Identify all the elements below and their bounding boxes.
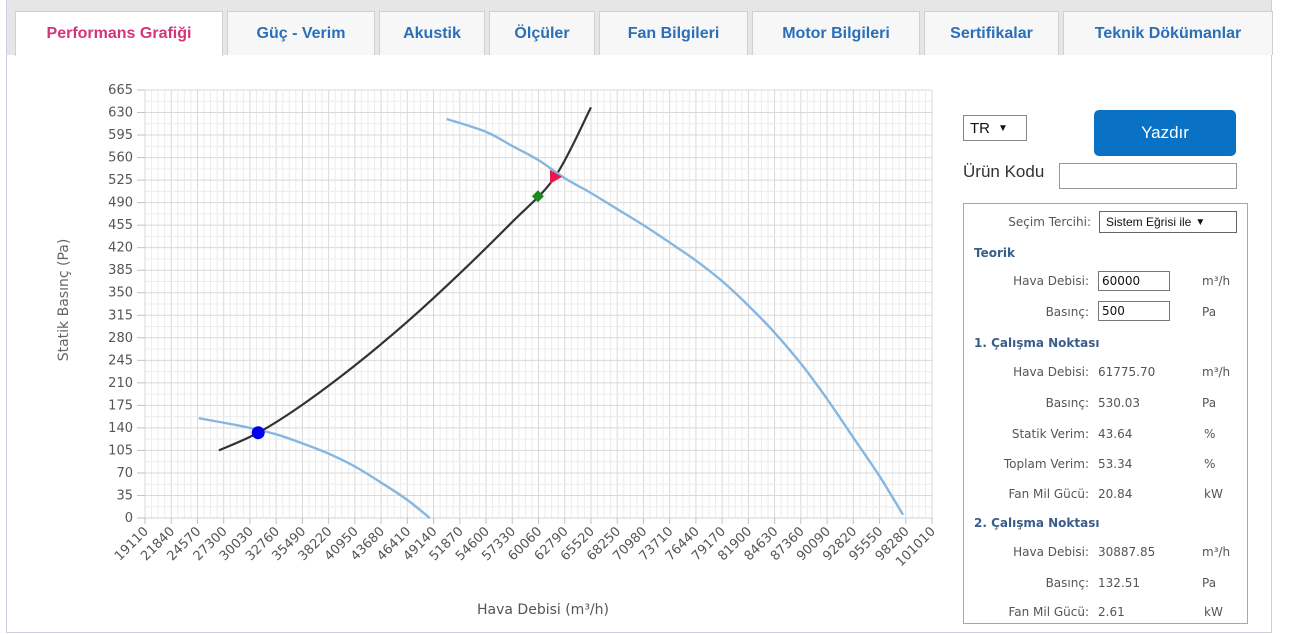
chart-grid <box>144 89 933 519</box>
selection-panel: Seçim Tercihi: Sistem Eğrisi ile ▼ Teorik… <box>963 203 1248 624</box>
pressure-label: Basınç: <box>1045 305 1089 319</box>
tab-certificates[interactable]: Sertifikalar <box>924 11 1059 55</box>
y-tick-label: 560 <box>108 151 133 166</box>
product-code-label: Ürün Kodu <box>963 162 1045 181</box>
chevron-down-icon: ▼ <box>1195 216 1206 228</box>
tab-technical-documents[interactable]: Teknik Dökümanlar <box>1063 11 1273 55</box>
tab-label: Akustik <box>403 24 461 42</box>
fan-curve-1 <box>198 417 431 519</box>
y-tick-label: 420 <box>108 241 133 256</box>
theoretical-pressure-input[interactable]: 500 <box>1098 301 1170 321</box>
total-eff-label: Toplam Verim: <box>1003 457 1089 471</box>
y-tick-label: 105 <box>108 443 133 458</box>
y-tick-label: 525 <box>108 173 133 188</box>
static-eff-unit: % <box>1204 427 1216 441</box>
tab-dimensions[interactable]: Ölçüler <box>489 11 595 55</box>
shaft-value: 2.61 <box>1098 605 1125 619</box>
tab-label: Motor Bilgileri <box>782 24 890 42</box>
total-eff-unit: % <box>1204 457 1216 471</box>
y-tick-label: 210 <box>108 376 133 391</box>
y-tick-label: 315 <box>108 308 133 323</box>
pressure-value: 132.51 <box>1098 576 1140 590</box>
language-select[interactable]: TR ▼ <box>963 115 1027 141</box>
tab-power-efficiency[interactable]: Güç - Verim <box>227 11 375 55</box>
performance-chart: 0 35 70 105 140 175 210 245 280 315 350 385 420 455 49… <box>56 83 939 618</box>
fan-curve-2 <box>446 117 905 516</box>
shaft-unit: kW <box>1204 605 1223 619</box>
shaft-value: 20.84 <box>1098 487 1133 501</box>
flow-label: Hava Debisi: <box>1013 274 1089 288</box>
theoretical-title: Teorik <box>974 246 1015 260</box>
tab-label: Sertifikalar <box>950 24 1033 42</box>
tab-label: Fan Bilgileri <box>627 24 720 42</box>
flow-unit: m³/h <box>1202 365 1231 379</box>
print-button[interactable]: Yazdır <box>1094 110 1236 156</box>
tab-label: Performans Grafiği <box>46 25 192 42</box>
y-tick-label: 175 <box>108 398 133 413</box>
theoretical-flow-input[interactable]: 60000 <box>1098 271 1170 291</box>
static-eff-label: Statik Verim: <box>1011 427 1089 441</box>
y-tick-label: 665 <box>108 83 133 98</box>
y-tick-label: 70 <box>116 466 133 481</box>
y-tick-label: 350 <box>108 286 133 301</box>
preference-select[interactable]: Sistem Eğrisi ile ▼ <box>1099 211 1237 233</box>
preference-label: Seçim Tercihi: <box>1008 215 1091 229</box>
pressure-unit: Pa <box>1202 305 1217 319</box>
operating-point-1-marker <box>549 169 562 184</box>
pressure-unit: Pa <box>1202 576 1217 590</box>
preference-row: Seçim Tercihi: <box>964 215 1249 235</box>
y-tick-label: 595 <box>108 128 133 143</box>
tab-performance-chart[interactable]: Performans Grafiği <box>15 11 223 56</box>
tab-label: Ölçüler <box>514 24 570 42</box>
theoretical-point-marker <box>531 190 544 203</box>
tab-label: Güç - Verim <box>256 24 346 42</box>
operating-point-1-title: 1. Çalışma Noktası <box>974 336 1100 350</box>
system-curve <box>218 106 592 452</box>
shaft-label: Fan Mil Gücü: <box>1008 487 1089 501</box>
pressure-value: 530.03 <box>1098 396 1140 410</box>
chevron-down-icon: ▼ <box>998 122 1008 134</box>
language-value: TR <box>970 119 990 137</box>
tab-motor-info[interactable]: Motor Bilgileri <box>752 11 920 55</box>
y-tick-label: 490 <box>108 196 133 211</box>
product-code-input[interactable] <box>1059 163 1237 189</box>
pressure-label: Basınç: <box>1045 396 1089 410</box>
pressure-label: Basınç: <box>1045 576 1089 590</box>
flow-label: Hava Debisi: <box>1013 365 1089 379</box>
flow-label: Hava Debisi: <box>1013 545 1089 559</box>
tab-label: Teknik Dökümanlar <box>1094 24 1242 42</box>
y-tick-label: 35 <box>116 488 133 503</box>
static-eff-value: 43.64 <box>1098 427 1133 441</box>
operating-point-2-title: 2. Çalışma Noktası <box>974 516 1100 530</box>
tab-fan-info[interactable]: Fan Bilgileri <box>599 11 748 55</box>
y-tick-label: 455 <box>108 218 133 233</box>
flow-unit: m³/h <box>1202 545 1231 559</box>
shaft-unit: kW <box>1204 487 1223 501</box>
y-axis-ticks: 0 35 70 105 140 175 210 245 280 315 350 385 420 455 49… <box>108 83 145 526</box>
x-axis-ticks: 1911021840245702730030030327603549038220… <box>112 518 939 570</box>
y-tick-label: 0 <box>125 511 133 526</box>
chart-series <box>198 106 905 519</box>
y-tick-label: 385 <box>108 263 133 278</box>
y-tick-label: 140 <box>108 421 133 436</box>
pressure-unit: Pa <box>1202 396 1217 410</box>
y-tick-label: 280 <box>108 331 133 346</box>
y-tick-label: 630 <box>108 106 133 121</box>
preference-value: Sistem Eğrisi ile <box>1106 215 1192 229</box>
y-axis-label: Statik Basınç (Pa) <box>56 239 72 362</box>
tab-acoustic[interactable]: Akustik <box>379 11 485 55</box>
operating-point-2-marker <box>251 426 265 440</box>
flow-unit: m³/h <box>1202 274 1231 288</box>
flow-value: 61775.70 <box>1098 365 1156 379</box>
y-tick-label: 245 <box>108 353 133 368</box>
shaft-label: Fan Mil Gücü: <box>1008 605 1089 619</box>
flow-value: 30887.85 <box>1098 545 1156 559</box>
x-axis-label: Hava Debisi (m³/h) <box>477 602 609 618</box>
chart-markers <box>251 169 562 440</box>
total-eff-value: 53.34 <box>1098 457 1133 471</box>
